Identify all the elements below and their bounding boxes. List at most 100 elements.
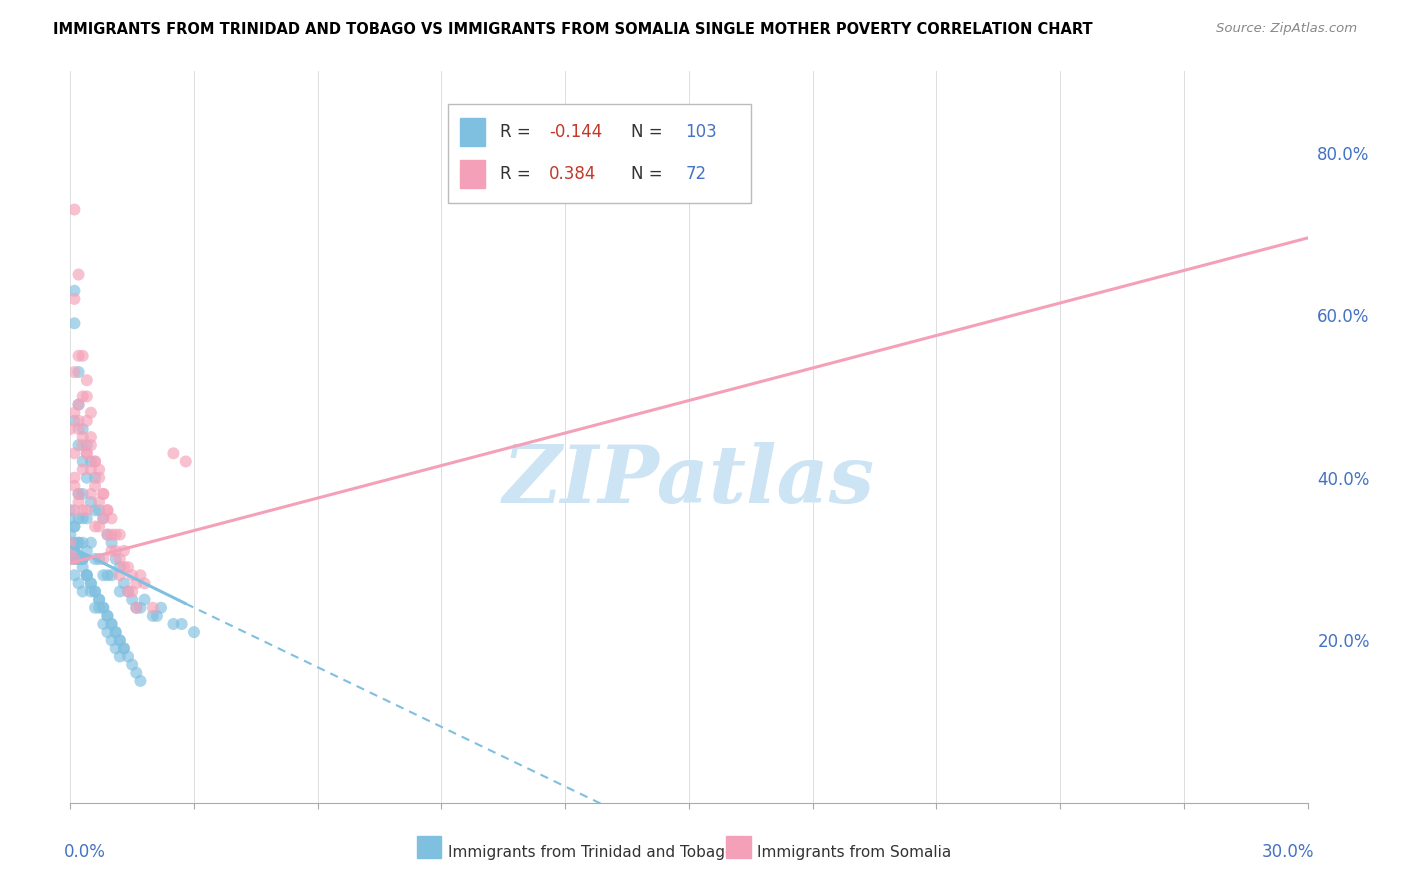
Point [76, 414, 98, 428]
Point [63, 316, 86, 330]
Text: 72: 72 [685, 165, 706, 183]
Point [89, 592, 111, 607]
Point [91, 487, 114, 501]
Point [84, 454, 107, 468]
Point [129, 673, 152, 688]
Point [67, 552, 90, 566]
Point [91, 600, 114, 615]
Point [91, 600, 114, 615]
Point [104, 641, 127, 656]
Point [80, 576, 103, 591]
Point [63, 568, 86, 582]
Point [67, 535, 90, 549]
Point [129, 600, 152, 615]
Point [84, 552, 107, 566]
Point [91, 511, 114, 525]
Point [63, 202, 86, 217]
Point [76, 373, 98, 387]
Point [76, 568, 98, 582]
Point [96, 503, 118, 517]
Point [76, 471, 98, 485]
Point [67, 576, 90, 591]
Point [112, 641, 135, 656]
Point [76, 568, 98, 582]
Point [72, 535, 94, 549]
Point [76, 446, 98, 460]
Point [112, 544, 135, 558]
Point [76, 446, 98, 460]
Point [150, 600, 173, 615]
Point [100, 633, 122, 648]
Point [63, 544, 86, 558]
Point [80, 438, 103, 452]
Bar [725, 836, 751, 858]
Point [89, 519, 111, 533]
Text: ZIPatlas: ZIPatlas [503, 442, 875, 520]
Point [67, 414, 90, 428]
Point [84, 454, 107, 468]
Point [91, 617, 114, 632]
Point [76, 544, 98, 558]
Point [72, 503, 94, 517]
Point [129, 568, 152, 582]
Point [76, 503, 98, 517]
Point [121, 657, 143, 672]
Point [108, 527, 131, 541]
Point [72, 454, 94, 468]
Text: Immigrants from Somalia: Immigrants from Somalia [756, 846, 952, 860]
Point [63, 292, 86, 306]
Point [59, 552, 82, 566]
Point [63, 284, 86, 298]
Text: N =: N = [631, 123, 668, 141]
Point [117, 560, 139, 574]
Text: 103: 103 [685, 123, 717, 141]
Point [63, 471, 86, 485]
Point [89, 503, 111, 517]
Point [59, 544, 82, 558]
Point [63, 414, 86, 428]
Point [108, 552, 131, 566]
Point [59, 511, 82, 525]
Point [67, 552, 90, 566]
Point [121, 592, 143, 607]
Point [72, 584, 94, 599]
Point [96, 503, 118, 517]
Point [96, 527, 118, 541]
Point [80, 576, 103, 591]
Point [72, 552, 94, 566]
Point [100, 511, 122, 525]
Point [67, 398, 90, 412]
Point [67, 495, 90, 509]
Point [108, 633, 131, 648]
Point [121, 568, 143, 582]
Point [67, 552, 90, 566]
Point [59, 503, 82, 517]
Point [72, 422, 94, 436]
Point [112, 576, 135, 591]
Point [63, 406, 86, 420]
Point [91, 511, 114, 525]
Point [89, 592, 111, 607]
Point [59, 535, 82, 549]
Point [72, 487, 94, 501]
Text: Immigrants from Trinidad and Tobago: Immigrants from Trinidad and Tobago [447, 846, 734, 860]
Point [80, 462, 103, 476]
Point [80, 584, 103, 599]
Bar [460, 118, 485, 146]
Point [84, 471, 107, 485]
Point [80, 487, 103, 501]
Point [108, 568, 131, 582]
Point [67, 365, 90, 379]
Point [91, 487, 114, 501]
Point [89, 462, 111, 476]
Point [72, 560, 94, 574]
Point [63, 365, 86, 379]
Point [112, 560, 135, 574]
Point [162, 617, 184, 632]
Bar [460, 160, 485, 187]
Point [72, 511, 94, 525]
Point [100, 544, 122, 558]
Point [84, 519, 107, 533]
Point [72, 552, 94, 566]
Point [84, 584, 107, 599]
